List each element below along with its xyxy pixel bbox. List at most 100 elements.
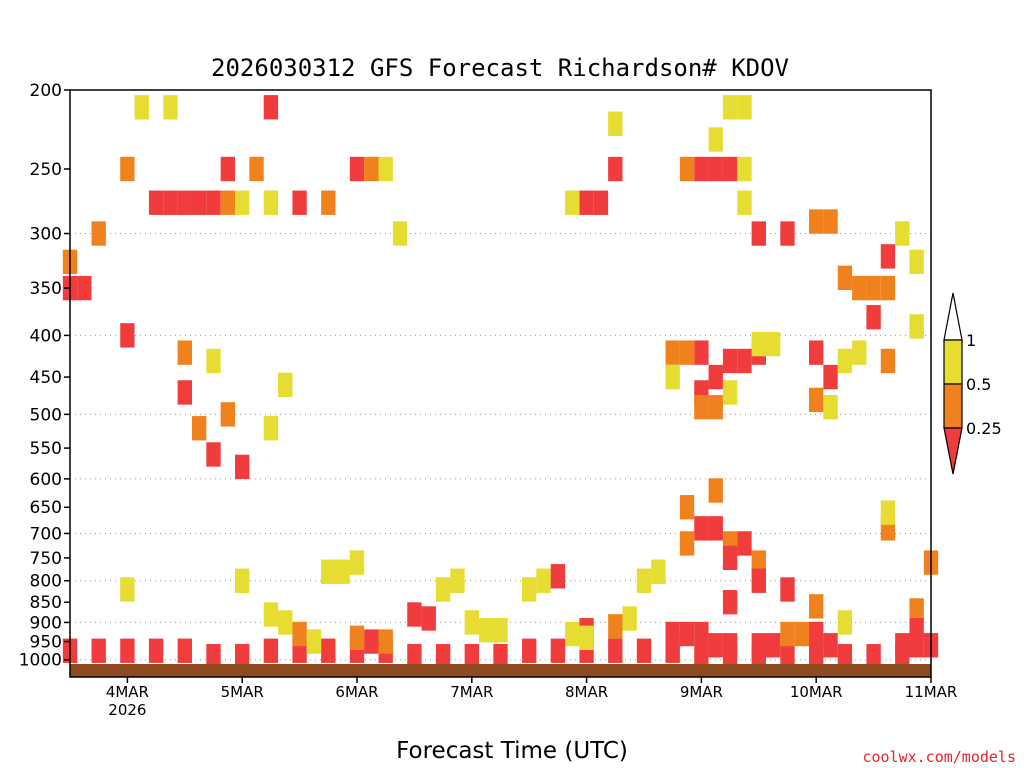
data-cell <box>435 577 451 602</box>
data-cell <box>866 275 881 301</box>
data-cell <box>120 577 135 602</box>
data-cell <box>349 625 365 651</box>
data-cell <box>895 633 910 658</box>
data-cell <box>450 568 465 593</box>
data-cell <box>206 190 221 215</box>
data-cell <box>694 643 709 669</box>
legend-label: 0.25 <box>966 419 1002 438</box>
data-cell <box>823 364 838 390</box>
data-cell <box>493 618 508 643</box>
data-cell <box>751 331 766 357</box>
data-cell <box>852 340 867 365</box>
data-cell <box>608 614 623 639</box>
data-cell <box>148 190 164 215</box>
y-tick-label: 800 <box>30 572 62 592</box>
data-cell <box>651 559 666 584</box>
data-cell <box>708 478 723 503</box>
data-cell <box>77 275 92 301</box>
y-tick-label: 850 <box>30 593 62 613</box>
data-cell <box>722 545 738 571</box>
data-cell <box>780 577 795 602</box>
data-cell <box>335 559 350 584</box>
data-cell <box>249 156 264 182</box>
data-cell <box>679 495 695 520</box>
data-cell <box>694 621 709 647</box>
plot-frame <box>69 89 932 678</box>
data-cell <box>235 190 250 215</box>
data-cell <box>235 643 250 669</box>
data-cell <box>708 516 723 541</box>
y-tick-label: 400 <box>30 326 62 346</box>
data-cell <box>349 550 365 575</box>
x-tick-label: 6MAR <box>335 683 378 701</box>
data-cell <box>665 621 680 647</box>
data-cell <box>206 348 221 374</box>
data-cell <box>708 633 723 658</box>
data-cell <box>694 395 709 420</box>
data-cell <box>852 275 867 301</box>
data-cell <box>593 190 609 215</box>
data-cell <box>823 209 838 234</box>
data-cell <box>809 387 824 413</box>
data-cell <box>608 638 623 663</box>
data-cell <box>679 156 695 182</box>
data-cell <box>909 314 924 339</box>
data-cell <box>220 190 236 215</box>
legend-over-arrow <box>943 292 963 341</box>
data-cell <box>880 348 896 374</box>
data-cell <box>565 190 580 215</box>
data-cell <box>263 638 279 663</box>
data-cell <box>809 340 824 365</box>
x-tick-label: 8MAR <box>565 683 608 701</box>
legend-bin-low <box>943 427 963 475</box>
data-cell <box>765 331 781 357</box>
data-cell <box>292 621 307 647</box>
data-cell <box>722 380 738 405</box>
data-cell <box>278 372 293 398</box>
data-cell <box>191 416 207 441</box>
data-cell <box>321 559 336 584</box>
legend-label: 1 <box>966 331 976 350</box>
data-cell <box>837 265 853 291</box>
data-cell <box>493 643 508 669</box>
y-tick-label: 600 <box>30 470 62 490</box>
data-cell <box>579 625 594 651</box>
data-cell <box>263 602 279 627</box>
data-cell <box>392 221 408 246</box>
y-tick-label: 350 <box>30 279 62 299</box>
data-cell <box>220 402 236 427</box>
y-tick-label: 300 <box>30 225 62 245</box>
data-cell <box>177 190 192 215</box>
ground-strip <box>70 664 931 677</box>
data-cell <box>579 190 594 215</box>
y-tick-label: 700 <box>30 524 62 544</box>
data-cell <box>694 156 709 182</box>
data-cell <box>722 590 738 615</box>
data-cell <box>909 598 924 623</box>
legend-label: 0.5 <box>966 375 991 394</box>
data-cell <box>665 364 680 390</box>
data-cell <box>263 95 279 120</box>
data-cell <box>464 610 479 635</box>
data-cell <box>263 416 279 441</box>
data-cell <box>722 633 738 658</box>
data-cell <box>895 221 910 246</box>
data-cell <box>177 340 192 365</box>
x-tick-label: 4MAR <box>106 683 149 701</box>
data-cell <box>306 629 322 654</box>
y-tick-label: 1000 <box>19 651 62 671</box>
data-cell <box>909 633 924 658</box>
data-cell <box>407 602 422 627</box>
legend-bin-high <box>943 339 963 385</box>
data-cell <box>91 221 106 246</box>
data-cell <box>751 633 766 658</box>
data-cell <box>292 190 307 215</box>
data-cell <box>866 305 881 330</box>
data-cell <box>694 340 709 365</box>
data-cell <box>780 643 795 669</box>
data-cell <box>263 190 279 215</box>
data-cell <box>120 156 135 182</box>
data-cell <box>321 638 336 663</box>
data-cell <box>435 643 451 669</box>
data-cell <box>565 621 580 647</box>
